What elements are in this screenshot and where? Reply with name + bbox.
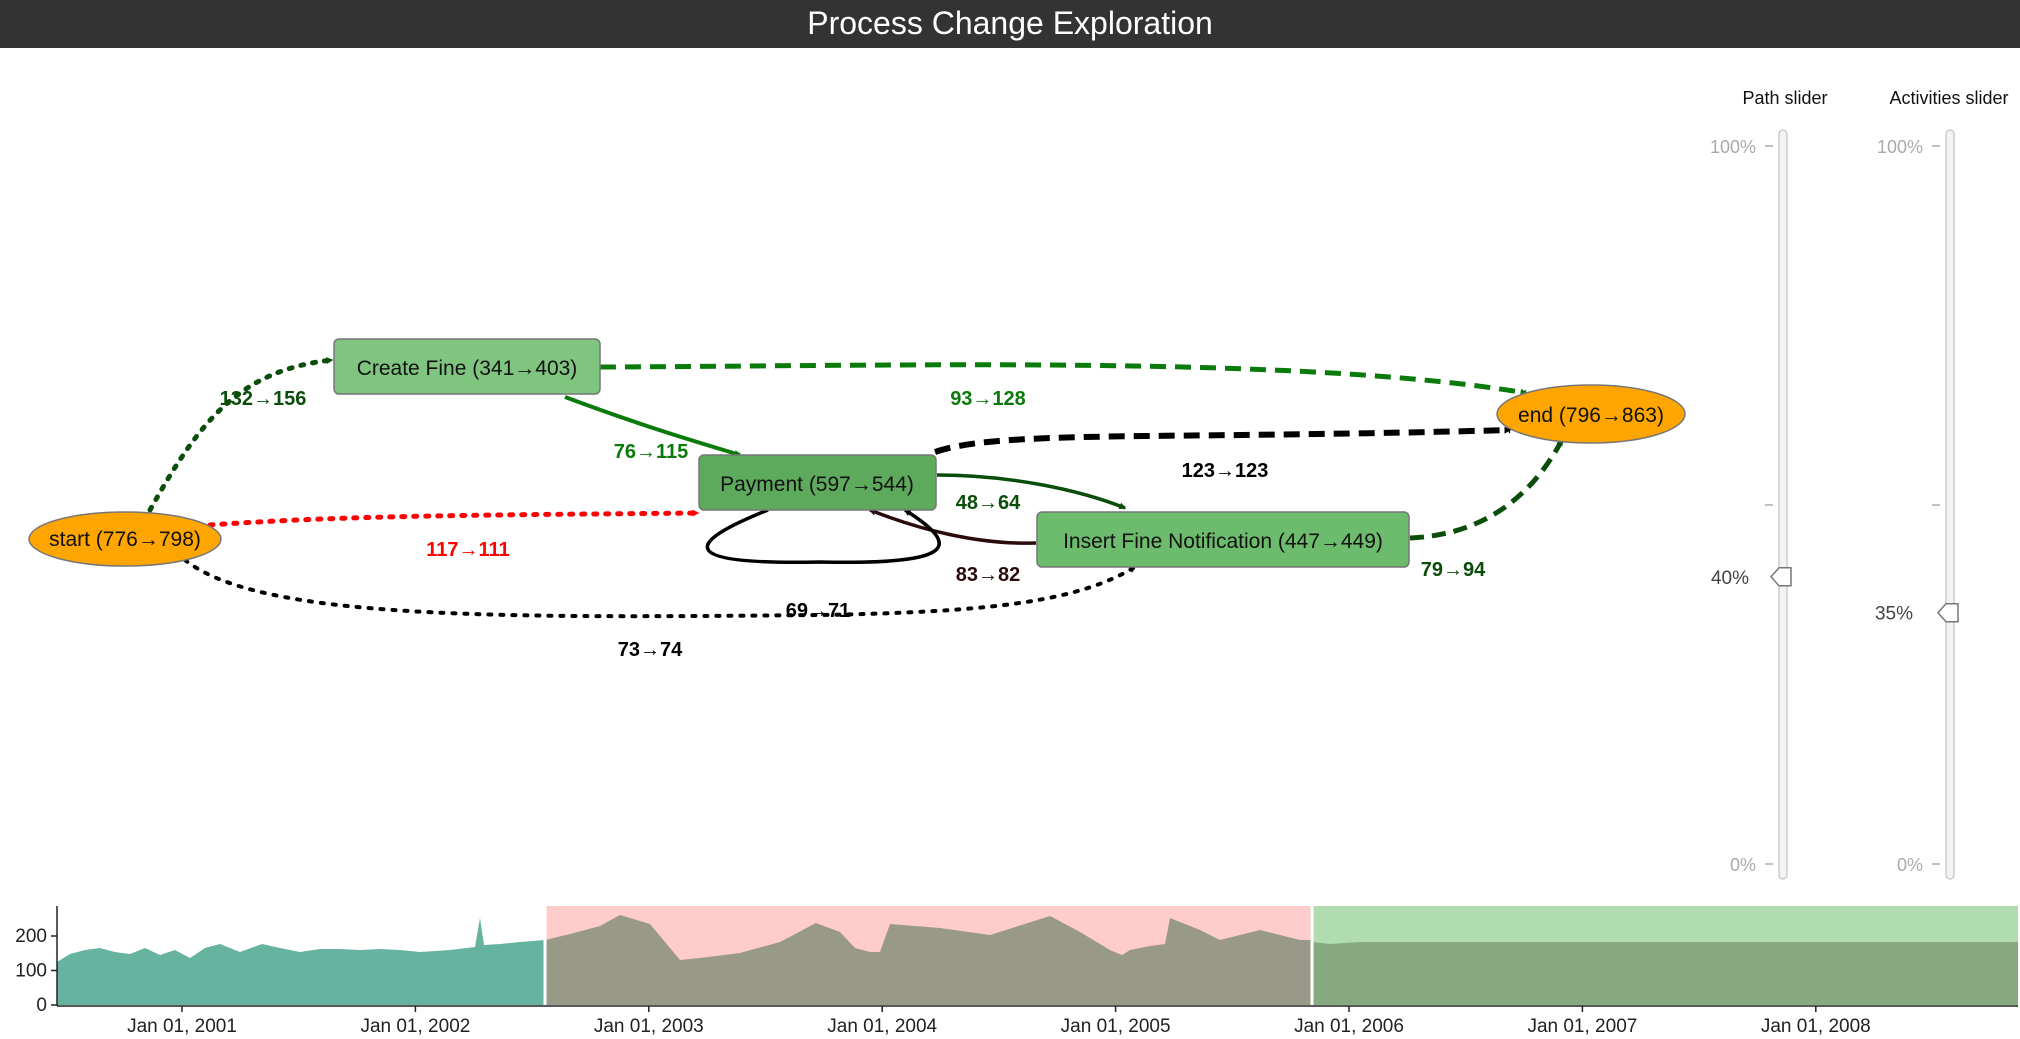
timeline-x-tick-label: Jan 01, 2008 xyxy=(1761,1016,1871,1037)
node-insert-fine-notification[interactable]: Insert Fine Notification (447→449) xyxy=(1036,511,1410,568)
timeline-x-tick-label: Jan 01, 2007 xyxy=(1527,1016,1637,1037)
edge-payment-insert-notification[interactable] xyxy=(936,473,1127,510)
node-payment-label: Payment (597→544) xyxy=(720,473,914,496)
node-insert-fine-notification-label: Insert Fine Notification (447→449) xyxy=(1063,530,1383,553)
activities-slider: Activities slider 100% 0% 35% xyxy=(1875,88,2009,880)
path-slider-bottom-label: 0% xyxy=(1730,855,1756,875)
header-bar xyxy=(0,0,2020,48)
timeline-x-tick-label: Jan 01, 2001 xyxy=(127,1016,237,1037)
timeline-x-tick-label: Jan 01, 2006 xyxy=(1294,1016,1404,1037)
path-slider-top-label: 100% xyxy=(1710,137,1756,157)
edge-label-start-create-fine: 132→156 xyxy=(220,388,307,410)
timeline-y-tick-label: 0 xyxy=(36,995,47,1016)
timeline-area-series xyxy=(57,915,2018,1005)
edge-payment-self-loop[interactable] xyxy=(705,508,941,565)
timeline-y-tick-label: 200 xyxy=(15,926,47,947)
timeline-x-tick-label: Jan 01, 2002 xyxy=(360,1016,470,1037)
edge-label-insert-notification-payment: 83→82 xyxy=(956,564,1021,586)
activities-slider-track[interactable] xyxy=(1945,129,1955,880)
timeline-area xyxy=(545,915,1312,1005)
timeline-x-tick-label: Jan 01, 2005 xyxy=(1061,1016,1171,1037)
node-start-label: start (776→798) xyxy=(49,528,201,551)
edge-label-start-payment: 117→111 xyxy=(426,539,509,561)
node-create-fine-label: Create Fine (341→403) xyxy=(357,357,578,380)
timeline-y-tick-label: 100 xyxy=(15,961,47,982)
path-slider-handle[interactable] xyxy=(1769,567,1792,587)
node-end-label: end (796→863) xyxy=(1518,404,1664,427)
activities-slider-value: 35% xyxy=(1875,604,1913,625)
process-graph: 132→156 117→111 73→74 93→128 76→115 123→… xyxy=(28,88,2009,880)
edge-label-payment-end: 123→123 xyxy=(1182,460,1269,482)
path-slider-track[interactable] xyxy=(1778,129,1788,880)
edge-payment-end[interactable] xyxy=(934,426,1512,455)
timeline-x-tick-label: Jan 01, 2003 xyxy=(594,1016,704,1037)
timeline-area xyxy=(57,918,545,1005)
edge-label-start-insert-notification: 73→74 xyxy=(618,639,683,661)
edge-label-payment-self-loop: 69→71 xyxy=(786,600,851,622)
activities-slider-bottom-label: 0% xyxy=(1897,855,1923,875)
node-start[interactable]: start (776→798) xyxy=(28,511,222,567)
edge-start-insert-notification[interactable] xyxy=(183,558,1137,619)
edge-create-fine-payment[interactable] xyxy=(564,395,742,457)
edge-start-payment[interactable] xyxy=(207,509,701,528)
edge-insert-notification-end[interactable] xyxy=(1409,438,1565,541)
node-create-fine[interactable]: Create Fine (341→403) xyxy=(333,338,601,395)
node-end[interactable]: end (796→863) xyxy=(1496,384,1686,444)
edge-label-payment-insert-notification: 48→64 xyxy=(956,492,1021,514)
timeline-x-ticks: Jan 01, 2001 Jan 01, 2002 Jan 01, 2003 Jan … xyxy=(127,1006,1871,1037)
activities-slider-title: Activities slider xyxy=(1889,88,2008,108)
path-slider-value: 40% xyxy=(1711,568,1749,589)
edge-start-create-fine[interactable] xyxy=(147,357,335,513)
activities-slider-handle[interactable] xyxy=(1936,602,1959,623)
node-payment[interactable]: Payment (597→544) xyxy=(698,454,937,511)
path-slider-title: Path slider xyxy=(1742,88,1827,108)
edge-create-fine-end[interactable] xyxy=(599,362,1528,396)
edge-insert-notification-payment[interactable] xyxy=(868,508,1037,545)
activities-slider-top-label: 100% xyxy=(1877,137,1923,157)
path-slider: Path slider 100% 0% 40% xyxy=(1710,88,1828,880)
edge-label-create-fine-end: 93→128 xyxy=(950,388,1026,410)
edge-label-create-fine-payment: 76→115 xyxy=(614,441,689,463)
edge-label-insert-notification-end: 79→94 xyxy=(1421,559,1486,581)
timeline-area xyxy=(1312,942,2018,1005)
timeline-x-tick-label: Jan 01, 2004 xyxy=(827,1016,937,1037)
timeline-y-ticks: 200 100 0 xyxy=(15,926,57,1016)
page-title: Process Change Exploration xyxy=(807,5,1213,41)
